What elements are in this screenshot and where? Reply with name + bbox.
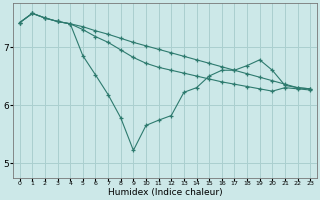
X-axis label: Humidex (Indice chaleur): Humidex (Indice chaleur) (108, 188, 222, 197)
